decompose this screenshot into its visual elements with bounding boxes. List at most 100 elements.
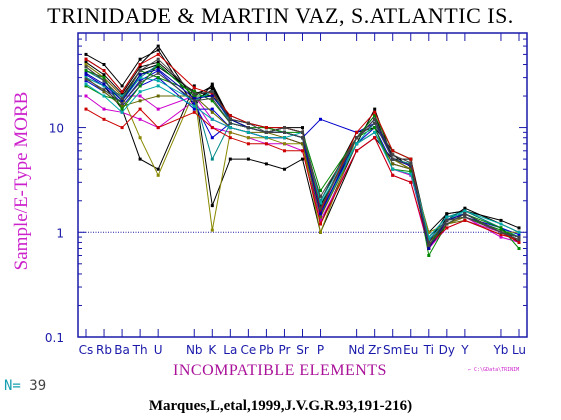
series-point xyxy=(84,84,88,88)
series-line xyxy=(85,108,520,247)
series-point xyxy=(283,136,286,140)
series-point xyxy=(463,212,467,216)
series-point xyxy=(319,199,322,203)
series-point xyxy=(210,136,214,140)
series-point xyxy=(84,82,88,86)
x-tick-label: Ba xyxy=(114,343,130,357)
series-point xyxy=(301,157,304,161)
series-point xyxy=(156,76,160,80)
series-point xyxy=(427,247,431,250)
series-point xyxy=(228,157,232,161)
series-point xyxy=(319,194,322,198)
series-point xyxy=(84,63,88,66)
series-point xyxy=(102,84,106,88)
series-point xyxy=(192,99,196,103)
series-point xyxy=(319,204,322,208)
series-point xyxy=(391,149,395,153)
series-point xyxy=(102,94,106,98)
series-point xyxy=(138,63,142,66)
series-point xyxy=(138,65,142,69)
series-point xyxy=(228,126,232,130)
series-point xyxy=(499,235,503,239)
series-point xyxy=(192,84,196,88)
x-tick-label: Nd xyxy=(348,343,365,357)
series-point xyxy=(84,107,88,111)
series-point xyxy=(138,157,142,161)
series-point xyxy=(192,104,196,108)
series-point xyxy=(156,63,160,66)
x-tick-label: Cs xyxy=(79,343,94,357)
series-point xyxy=(138,84,142,88)
series-point xyxy=(319,209,322,213)
series-point xyxy=(84,77,88,81)
series-point xyxy=(283,130,286,134)
x-tick-label: Pb xyxy=(259,343,274,357)
series-point xyxy=(355,130,359,134)
series-point xyxy=(264,126,268,130)
series-point xyxy=(84,94,88,98)
series-point xyxy=(102,69,106,73)
citation: Marques,L,etal,1999,J.V.G.R.93,191-216) xyxy=(148,398,413,414)
series-point xyxy=(301,130,304,134)
series-line xyxy=(85,69,520,247)
series-point xyxy=(138,107,142,111)
series-point xyxy=(120,92,124,96)
series-point xyxy=(120,99,124,103)
series-point xyxy=(409,180,413,184)
series-point xyxy=(373,126,377,130)
x-tick-label: Ce xyxy=(240,343,256,357)
x-tick-label: Y xyxy=(460,343,469,357)
series-point xyxy=(156,57,160,61)
series-point xyxy=(102,88,106,92)
series-point xyxy=(246,126,250,130)
series-point xyxy=(138,76,142,80)
series-point xyxy=(409,170,413,174)
series-point xyxy=(445,218,449,222)
series-point xyxy=(210,117,214,121)
series-point xyxy=(156,52,160,56)
series-point xyxy=(138,99,142,103)
series-point xyxy=(283,142,286,146)
series-point xyxy=(156,173,160,177)
series-point xyxy=(517,247,521,250)
x-tick-label: Pr xyxy=(278,343,290,357)
series-point xyxy=(319,201,322,205)
x-tick-label: P xyxy=(317,343,324,357)
series-point xyxy=(373,130,377,134)
series-point xyxy=(210,99,214,103)
series-point xyxy=(192,101,196,105)
series-point xyxy=(210,86,214,90)
series-point xyxy=(120,110,124,114)
series-point xyxy=(120,107,124,111)
series-point xyxy=(138,117,142,121)
series-point xyxy=(445,215,449,219)
series-point xyxy=(283,167,286,171)
series-point xyxy=(283,149,286,153)
series-point xyxy=(138,80,142,84)
series-point xyxy=(445,226,449,230)
series-point xyxy=(138,79,142,83)
series-point xyxy=(391,167,395,171)
series-point xyxy=(463,206,467,210)
series-line xyxy=(85,83,520,241)
series-point xyxy=(138,90,142,94)
series-point xyxy=(156,79,160,83)
series-point xyxy=(120,101,124,105)
series-point xyxy=(84,65,88,69)
series-point xyxy=(283,126,286,130)
series-point xyxy=(427,238,431,242)
series-point xyxy=(409,161,413,165)
series-point xyxy=(84,60,88,64)
series-point xyxy=(463,209,467,213)
series-point xyxy=(102,90,106,94)
series-point xyxy=(192,86,196,90)
chart-title: TRINIDADE & MARTIN VAZ, S.ATLANTIC IS. xyxy=(47,3,514,28)
series-point xyxy=(427,235,431,239)
series-line xyxy=(85,64,519,235)
series-point xyxy=(391,157,395,161)
series-point xyxy=(355,142,359,146)
x-tick-label: Zr xyxy=(368,343,381,357)
series-point xyxy=(210,88,214,92)
series-point xyxy=(246,136,250,140)
series-point xyxy=(409,167,413,171)
